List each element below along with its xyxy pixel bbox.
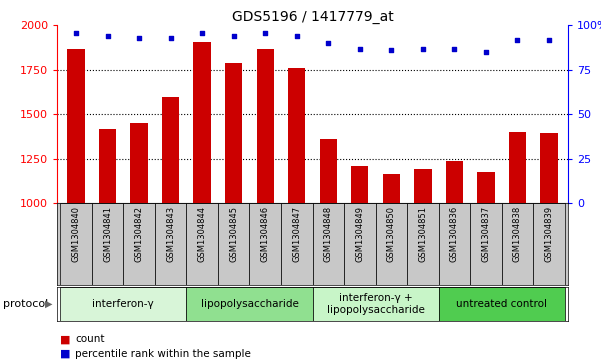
Bar: [383, 174, 400, 203]
Text: ■: ■: [60, 334, 70, 344]
Point: [103, 33, 112, 39]
Point: [386, 48, 396, 53]
Bar: [99, 129, 116, 203]
Text: GSM1304840: GSM1304840: [72, 206, 81, 262]
Bar: [186, 287, 313, 321]
Bar: [67, 49, 85, 203]
Text: GSM1304838: GSM1304838: [513, 206, 522, 262]
Bar: [162, 97, 179, 203]
Bar: [320, 139, 337, 203]
Bar: [502, 203, 533, 285]
Text: percentile rank within the sample: percentile rank within the sample: [75, 349, 251, 359]
Text: GSM1304842: GSM1304842: [135, 206, 144, 262]
Bar: [439, 287, 565, 321]
Text: lipopolysaccharide: lipopolysaccharide: [201, 299, 298, 309]
Text: GSM1304845: GSM1304845: [229, 206, 238, 262]
Point: [197, 30, 207, 36]
Text: GSM1304841: GSM1304841: [103, 206, 112, 262]
Bar: [123, 203, 155, 285]
Point: [545, 37, 554, 42]
Bar: [194, 42, 211, 203]
Bar: [225, 63, 242, 203]
Text: GSM1304836: GSM1304836: [450, 206, 459, 262]
Text: GSM1304847: GSM1304847: [292, 206, 301, 262]
Bar: [540, 133, 558, 203]
Text: interferon-γ +
lipopolysaccharide: interferon-γ + lipopolysaccharide: [327, 293, 424, 315]
Text: GSM1304850: GSM1304850: [387, 206, 396, 262]
Point: [71, 30, 81, 36]
Bar: [414, 168, 432, 203]
Point: [481, 49, 491, 55]
Bar: [60, 287, 186, 321]
Bar: [313, 203, 344, 285]
Bar: [186, 203, 218, 285]
Point: [418, 46, 428, 52]
Bar: [155, 203, 186, 285]
Bar: [249, 203, 281, 285]
Point: [450, 46, 459, 52]
Text: count: count: [75, 334, 105, 344]
Text: interferon-γ: interferon-γ: [93, 299, 154, 309]
Text: protocol: protocol: [3, 299, 48, 309]
Bar: [533, 203, 565, 285]
Bar: [130, 123, 148, 203]
Bar: [281, 203, 313, 285]
Bar: [446, 162, 463, 203]
Text: GSM1304839: GSM1304839: [545, 206, 554, 262]
Point: [355, 46, 365, 52]
Point: [513, 37, 522, 42]
Point: [260, 30, 270, 36]
Text: GSM1304837: GSM1304837: [481, 206, 490, 262]
Text: GSM1304849: GSM1304849: [355, 206, 364, 262]
Title: GDS5196 / 1417779_at: GDS5196 / 1417779_at: [231, 11, 394, 24]
Bar: [470, 203, 502, 285]
Point: [229, 33, 239, 39]
Bar: [407, 203, 439, 285]
Point: [134, 35, 144, 41]
Bar: [344, 203, 376, 285]
Bar: [351, 166, 368, 203]
Bar: [376, 203, 407, 285]
Bar: [509, 132, 526, 203]
Bar: [477, 172, 495, 203]
Point: [292, 33, 302, 39]
Text: untreated control: untreated control: [456, 299, 548, 309]
Bar: [92, 203, 123, 285]
Text: GSM1304843: GSM1304843: [166, 206, 175, 262]
Bar: [288, 68, 305, 203]
Point: [166, 35, 175, 41]
Text: ▶: ▶: [45, 299, 52, 309]
Text: GSM1304851: GSM1304851: [418, 206, 427, 262]
Text: ■: ■: [60, 349, 70, 359]
Bar: [60, 203, 92, 285]
Bar: [439, 203, 470, 285]
Bar: [257, 49, 274, 203]
Point: [323, 40, 333, 46]
Text: GSM1304848: GSM1304848: [324, 206, 333, 262]
Text: GSM1304846: GSM1304846: [261, 206, 270, 262]
Bar: [313, 287, 439, 321]
Text: GSM1304844: GSM1304844: [198, 206, 207, 262]
Bar: [218, 203, 249, 285]
